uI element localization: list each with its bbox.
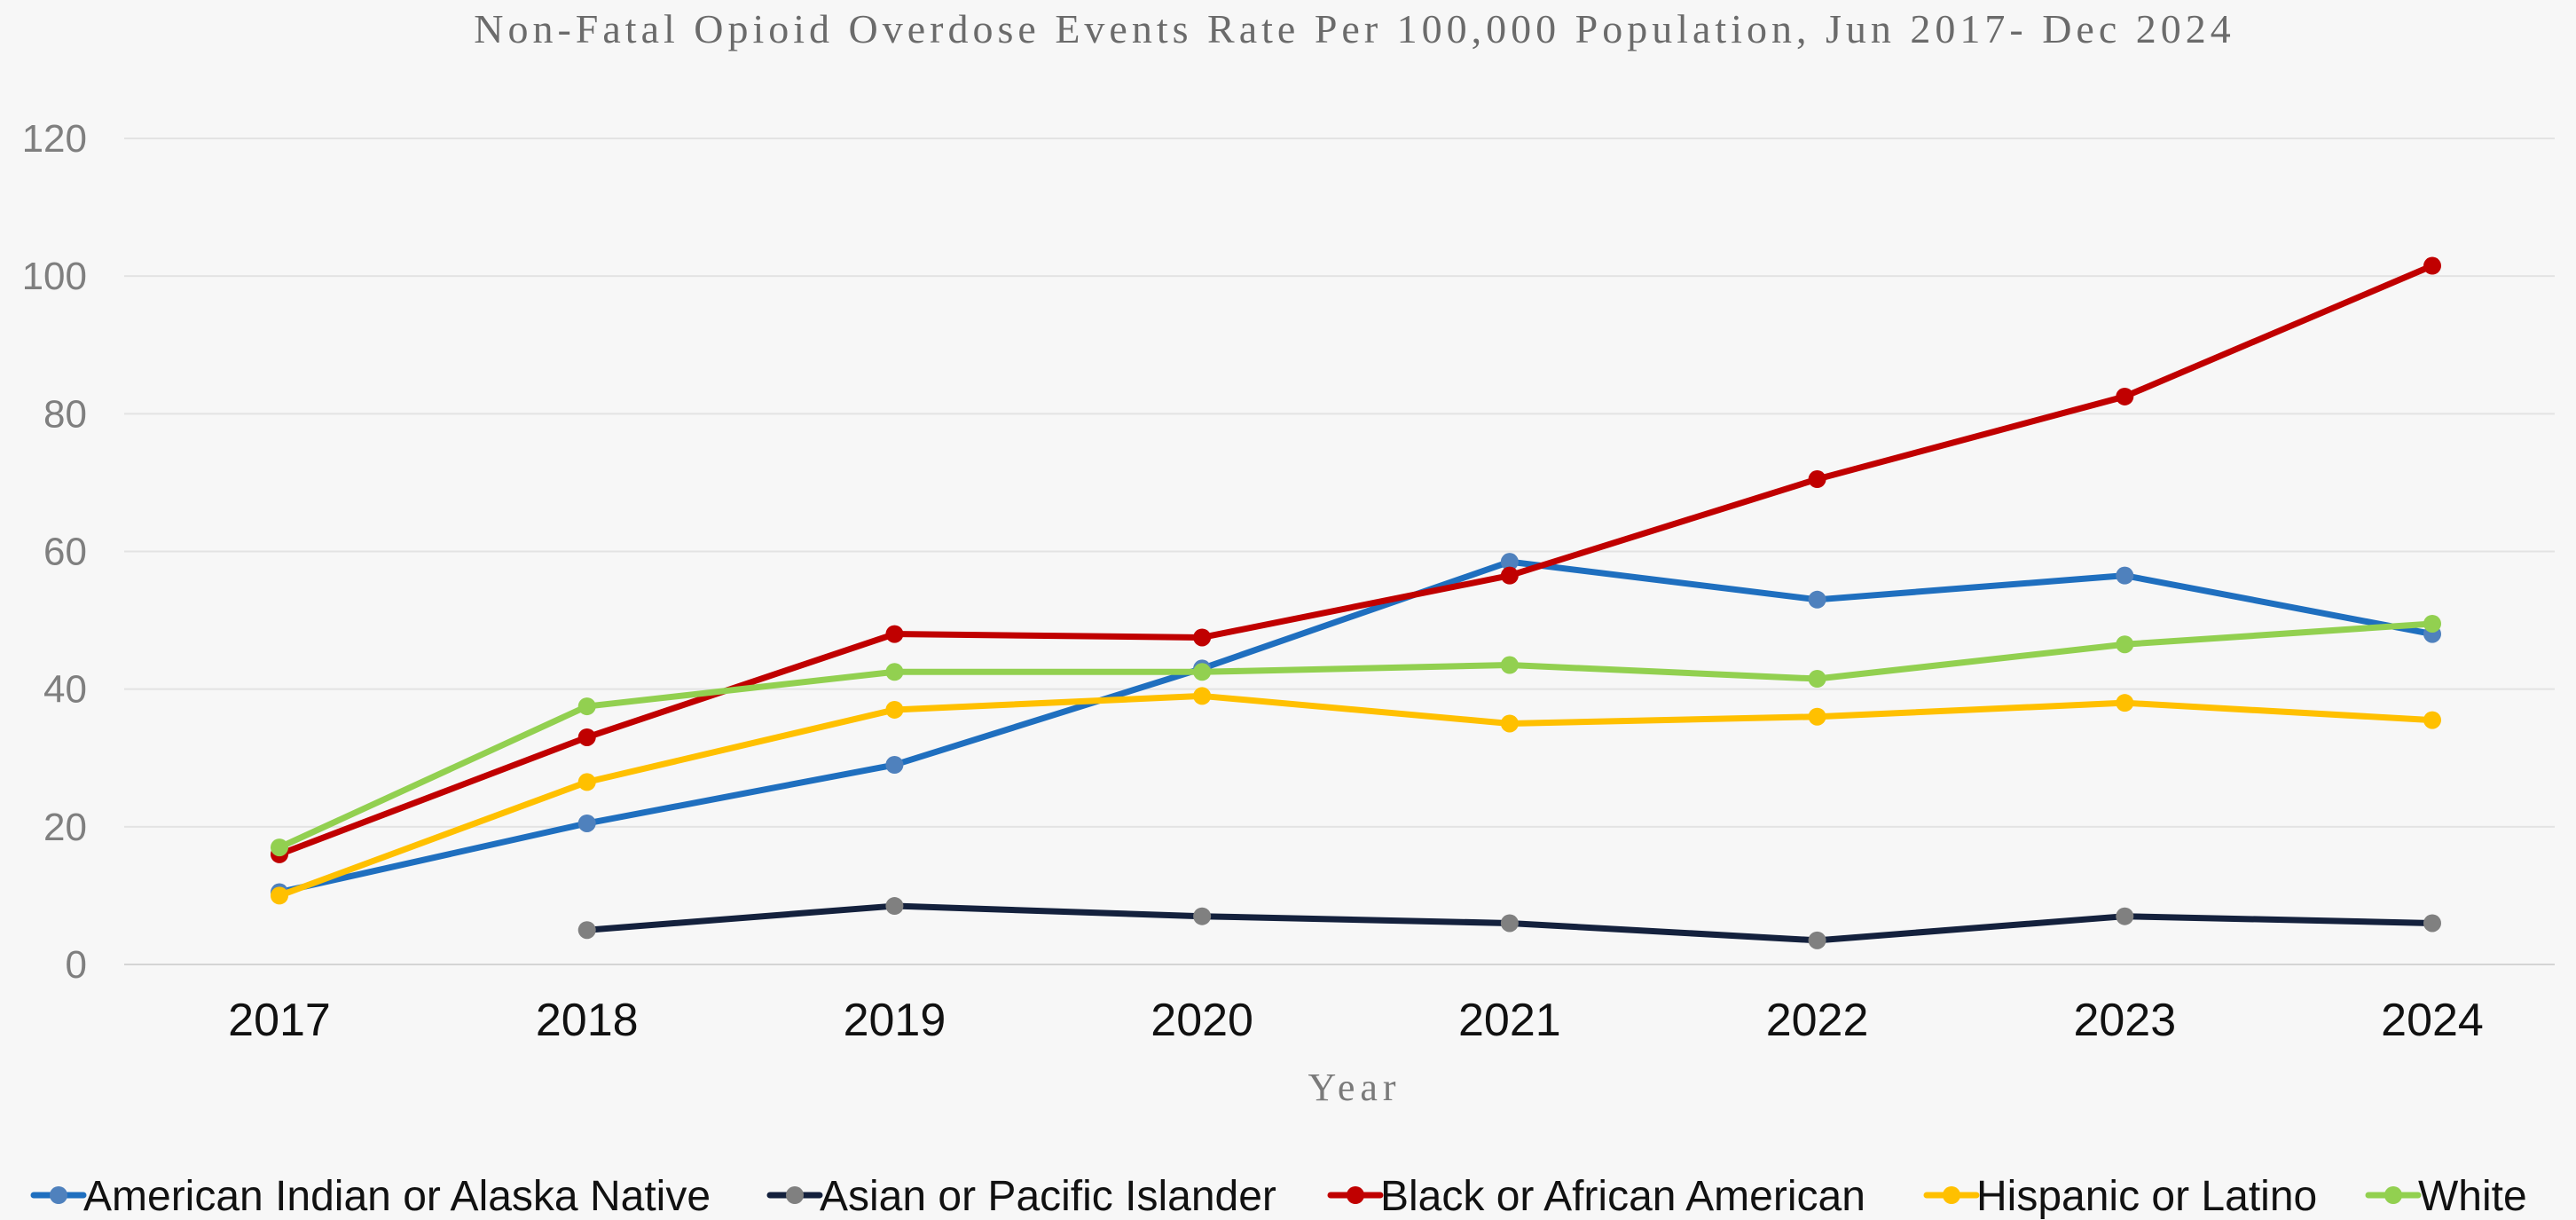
legend-item: White	[2365, 1173, 2527, 1220]
series-line	[276, 620, 2436, 851]
data-point	[885, 700, 904, 719]
data-point	[2116, 694, 2134, 712]
data-point	[1193, 663, 1212, 681]
series-line	[276, 263, 2436, 858]
data-point	[1500, 656, 1519, 674]
legend-label: Hispanic or Latino	[1976, 1173, 2317, 1220]
legend: American Indian or Alaska Native Asian or…	[30, 1173, 2527, 1220]
y-tick-label: 80	[43, 392, 87, 436]
data-point	[1193, 628, 1212, 647]
data-point	[2423, 256, 2441, 275]
x-tick-label: 2020	[1151, 995, 1253, 1046]
x-tick-label: 2021	[1458, 995, 1561, 1046]
x-tick-label: 2023	[2073, 995, 2176, 1046]
x-tick-label: 2024	[2381, 995, 2484, 1046]
data-point	[2423, 914, 2441, 933]
y-tick-label: 40	[43, 668, 87, 712]
legend-swatch-marker	[2384, 1186, 2402, 1204]
legend-label: American Indian or Alaska Native	[83, 1173, 711, 1220]
legend-label: Asian or Pacific Islander	[820, 1173, 1276, 1220]
series-lines	[271, 256, 2441, 949]
data-point	[2423, 614, 2441, 633]
data-point	[271, 886, 288, 905]
legend-item: American Indian or Alaska Native	[30, 1173, 711, 1220]
data-point	[1500, 714, 1519, 733]
x-axis-ticks: 2017 2018 2019 2020 2021 2022 2023 2024	[228, 995, 2484, 1046]
series-2	[271, 256, 2441, 863]
legend-swatch-marker	[50, 1186, 67, 1204]
legend-item: Hispanic or Latino	[1923, 1173, 2317, 1220]
x-tick-label: 2017	[228, 995, 331, 1046]
legend-item: Black or African American	[1327, 1173, 1865, 1220]
data-point	[1808, 707, 1826, 726]
data-point	[1500, 553, 1519, 571]
data-point	[885, 897, 904, 916]
data-point	[1500, 566, 1519, 585]
data-point	[577, 697, 596, 716]
series-line	[276, 692, 2436, 899]
chart-title: Non-Fatal Opioid Overdose Events Rate Pe…	[474, 6, 2235, 51]
series-1	[577, 897, 2441, 949]
x-tick-label: 2022	[1766, 995, 1869, 1046]
series-3	[271, 687, 2441, 905]
legend-swatch-marker	[1943, 1186, 1960, 1204]
gridlines	[124, 138, 2555, 965]
data-point	[1808, 590, 1826, 609]
y-tick-label: 20	[43, 806, 87, 849]
x-axis-label: Year	[1308, 1066, 1401, 1109]
data-point	[577, 814, 596, 832]
series-0	[271, 553, 2441, 901]
legend-label: Black or African American	[1380, 1173, 1865, 1220]
data-point	[2116, 907, 2134, 925]
data-point	[885, 625, 904, 643]
series-4	[271, 614, 2441, 857]
legend-item: Asian or Pacific Islander	[766, 1173, 1276, 1220]
data-point	[2116, 566, 2134, 585]
y-tick-label: 0	[66, 943, 87, 987]
legend-label: White	[2418, 1173, 2527, 1220]
data-point	[1808, 931, 1826, 949]
data-point	[271, 838, 288, 857]
data-point	[577, 773, 596, 791]
data-point	[885, 663, 904, 681]
data-point	[577, 921, 596, 940]
data-point	[2423, 711, 2441, 729]
data-point	[1808, 670, 1826, 689]
series-line	[276, 558, 2436, 896]
y-tick-label: 60	[43, 531, 87, 574]
y-axis-ticks: 0 20 40 60 80 100 120	[22, 117, 87, 987]
legend-swatch-marker	[1347, 1186, 1364, 1204]
data-point	[577, 728, 596, 746]
legend-swatch-marker	[786, 1186, 804, 1204]
data-point	[1193, 687, 1212, 705]
data-point	[2116, 387, 2134, 405]
data-point	[1193, 907, 1212, 925]
x-tick-label: 2019	[844, 995, 946, 1046]
data-point	[1808, 470, 1826, 489]
x-tick-label: 2018	[536, 995, 639, 1046]
data-point	[2116, 635, 2134, 654]
data-point	[1500, 914, 1519, 933]
data-point	[885, 756, 904, 775]
y-tick-label: 100	[22, 255, 87, 298]
y-tick-label: 120	[22, 117, 87, 161]
